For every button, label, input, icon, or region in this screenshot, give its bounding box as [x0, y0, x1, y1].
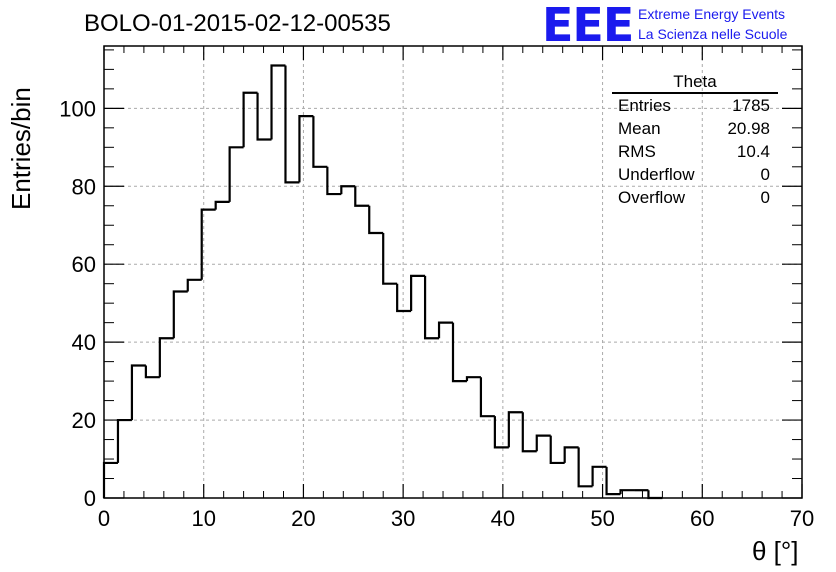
logo-caption: Extreme Energy Events La Scienza nelle S…: [638, 4, 787, 44]
y-tick-label: 80: [72, 174, 96, 199]
stats-value: 1785: [732, 96, 770, 115]
histogram-bin: [451, 322, 467, 383]
stats-label: Entries: [618, 96, 671, 115]
histogram-bin: [619, 489, 635, 495]
histogram-bin: [284, 65, 300, 184]
histogram-bin: [521, 412, 537, 453]
histogram-bin: [647, 490, 663, 500]
stats-value: 20.98: [727, 119, 770, 138]
histogram-bin: [200, 208, 216, 280]
x-tick-label: 0: [98, 506, 110, 531]
histogram-bin: [172, 290, 188, 339]
histogram-bin: [410, 274, 426, 311]
y-tick-label: 40: [72, 330, 96, 355]
stats-row-rms: RMS 10.4: [612, 140, 778, 163]
x-tick-label: 70: [790, 506, 814, 531]
histogram-bin: [368, 205, 384, 235]
histogram-bin: [605, 466, 621, 496]
histogram-bin: [591, 465, 607, 487]
histogram-bin: [102, 461, 118, 498]
histogram-bin: [242, 91, 258, 148]
x-tick-label: 10: [191, 506, 215, 531]
stats-value: 0: [760, 165, 770, 184]
stats-label: Mean: [618, 119, 661, 138]
histogram-bin: [479, 377, 495, 418]
x-tick-label: 60: [690, 506, 714, 531]
y-tick-label: 60: [72, 252, 96, 277]
y-tick-label: 100: [59, 96, 96, 121]
histogram-bin: [312, 116, 328, 168]
eee-logo: EEE: [542, 0, 634, 52]
chart-title: BOLO-01-2015-02-12-00535: [84, 10, 391, 37]
histogram-bins: [102, 64, 663, 500]
y-tick-label: 0: [84, 486, 96, 511]
histogram-bin: [144, 365, 160, 379]
histogram-bin: [228, 146, 244, 202]
histogram-bin: [423, 275, 440, 340]
histogram-bin: [298, 115, 314, 183]
stats-value: 0: [760, 188, 770, 207]
x-tick-label: 30: [391, 506, 415, 531]
x-axis-label: θ [°]: [752, 536, 799, 566]
y-tick-label: 20: [72, 408, 96, 433]
tick-labels: 0 10 20 30 40 50 60 70 0 20 40 60 80 100: [59, 96, 814, 531]
histogram-bin: [563, 446, 579, 463]
stats-label: RMS: [618, 142, 656, 161]
histogram-bin: [437, 321, 453, 339]
histogram-bin: [396, 283, 412, 313]
histogram-bin: [340, 185, 356, 195]
stats-row-entries: Entries 1785: [612, 94, 778, 117]
histogram-bin: [465, 376, 481, 382]
stats-label: Overflow: [618, 188, 686, 207]
logo-line-1: Extreme Energy Events: [638, 6, 786, 22]
axis-ticks: [103, 46, 803, 499]
histogram-bin: [256, 92, 272, 141]
stats-title: Theta: [612, 72, 778, 94]
y-axis-label: Entries/bin: [6, 87, 36, 210]
histogram-bin: [186, 278, 202, 292]
x-tick-label: 40: [491, 506, 515, 531]
stats-row-mean: Mean 20.98: [612, 117, 778, 140]
histogram-bin: [382, 233, 398, 285]
x-tick-label: 20: [291, 506, 315, 531]
histogram-bin: [158, 337, 174, 378]
histogram-bin: [354, 186, 370, 207]
histogram-bin: [577, 447, 593, 488]
histogram-bin: [130, 364, 146, 421]
histogram-bin: [507, 411, 523, 448]
histogram-bin: [270, 64, 286, 140]
histogram-bin: [116, 418, 132, 463]
stats-row-overflow: Overflow 0: [612, 186, 778, 209]
histogram-bin: [493, 416, 509, 449]
stats-label: Underflow: [618, 165, 695, 184]
x-tick-label: 50: [590, 506, 614, 531]
histogram-bin: [549, 435, 565, 465]
stats-value: 10.4: [736, 142, 770, 161]
stats-box: Theta Entries 1785 Mean 20.98 RMS 10.4 U…: [612, 72, 778, 209]
histogram-bin: [214, 200, 230, 210]
stats-row-underflow: Underflow 0: [612, 163, 778, 186]
logo-line-2: La Scienza nelle Scuole: [638, 26, 788, 42]
histogram-bin: [326, 166, 342, 196]
plot-frame: [103, 45, 803, 499]
histogram-bin: [535, 434, 551, 452]
